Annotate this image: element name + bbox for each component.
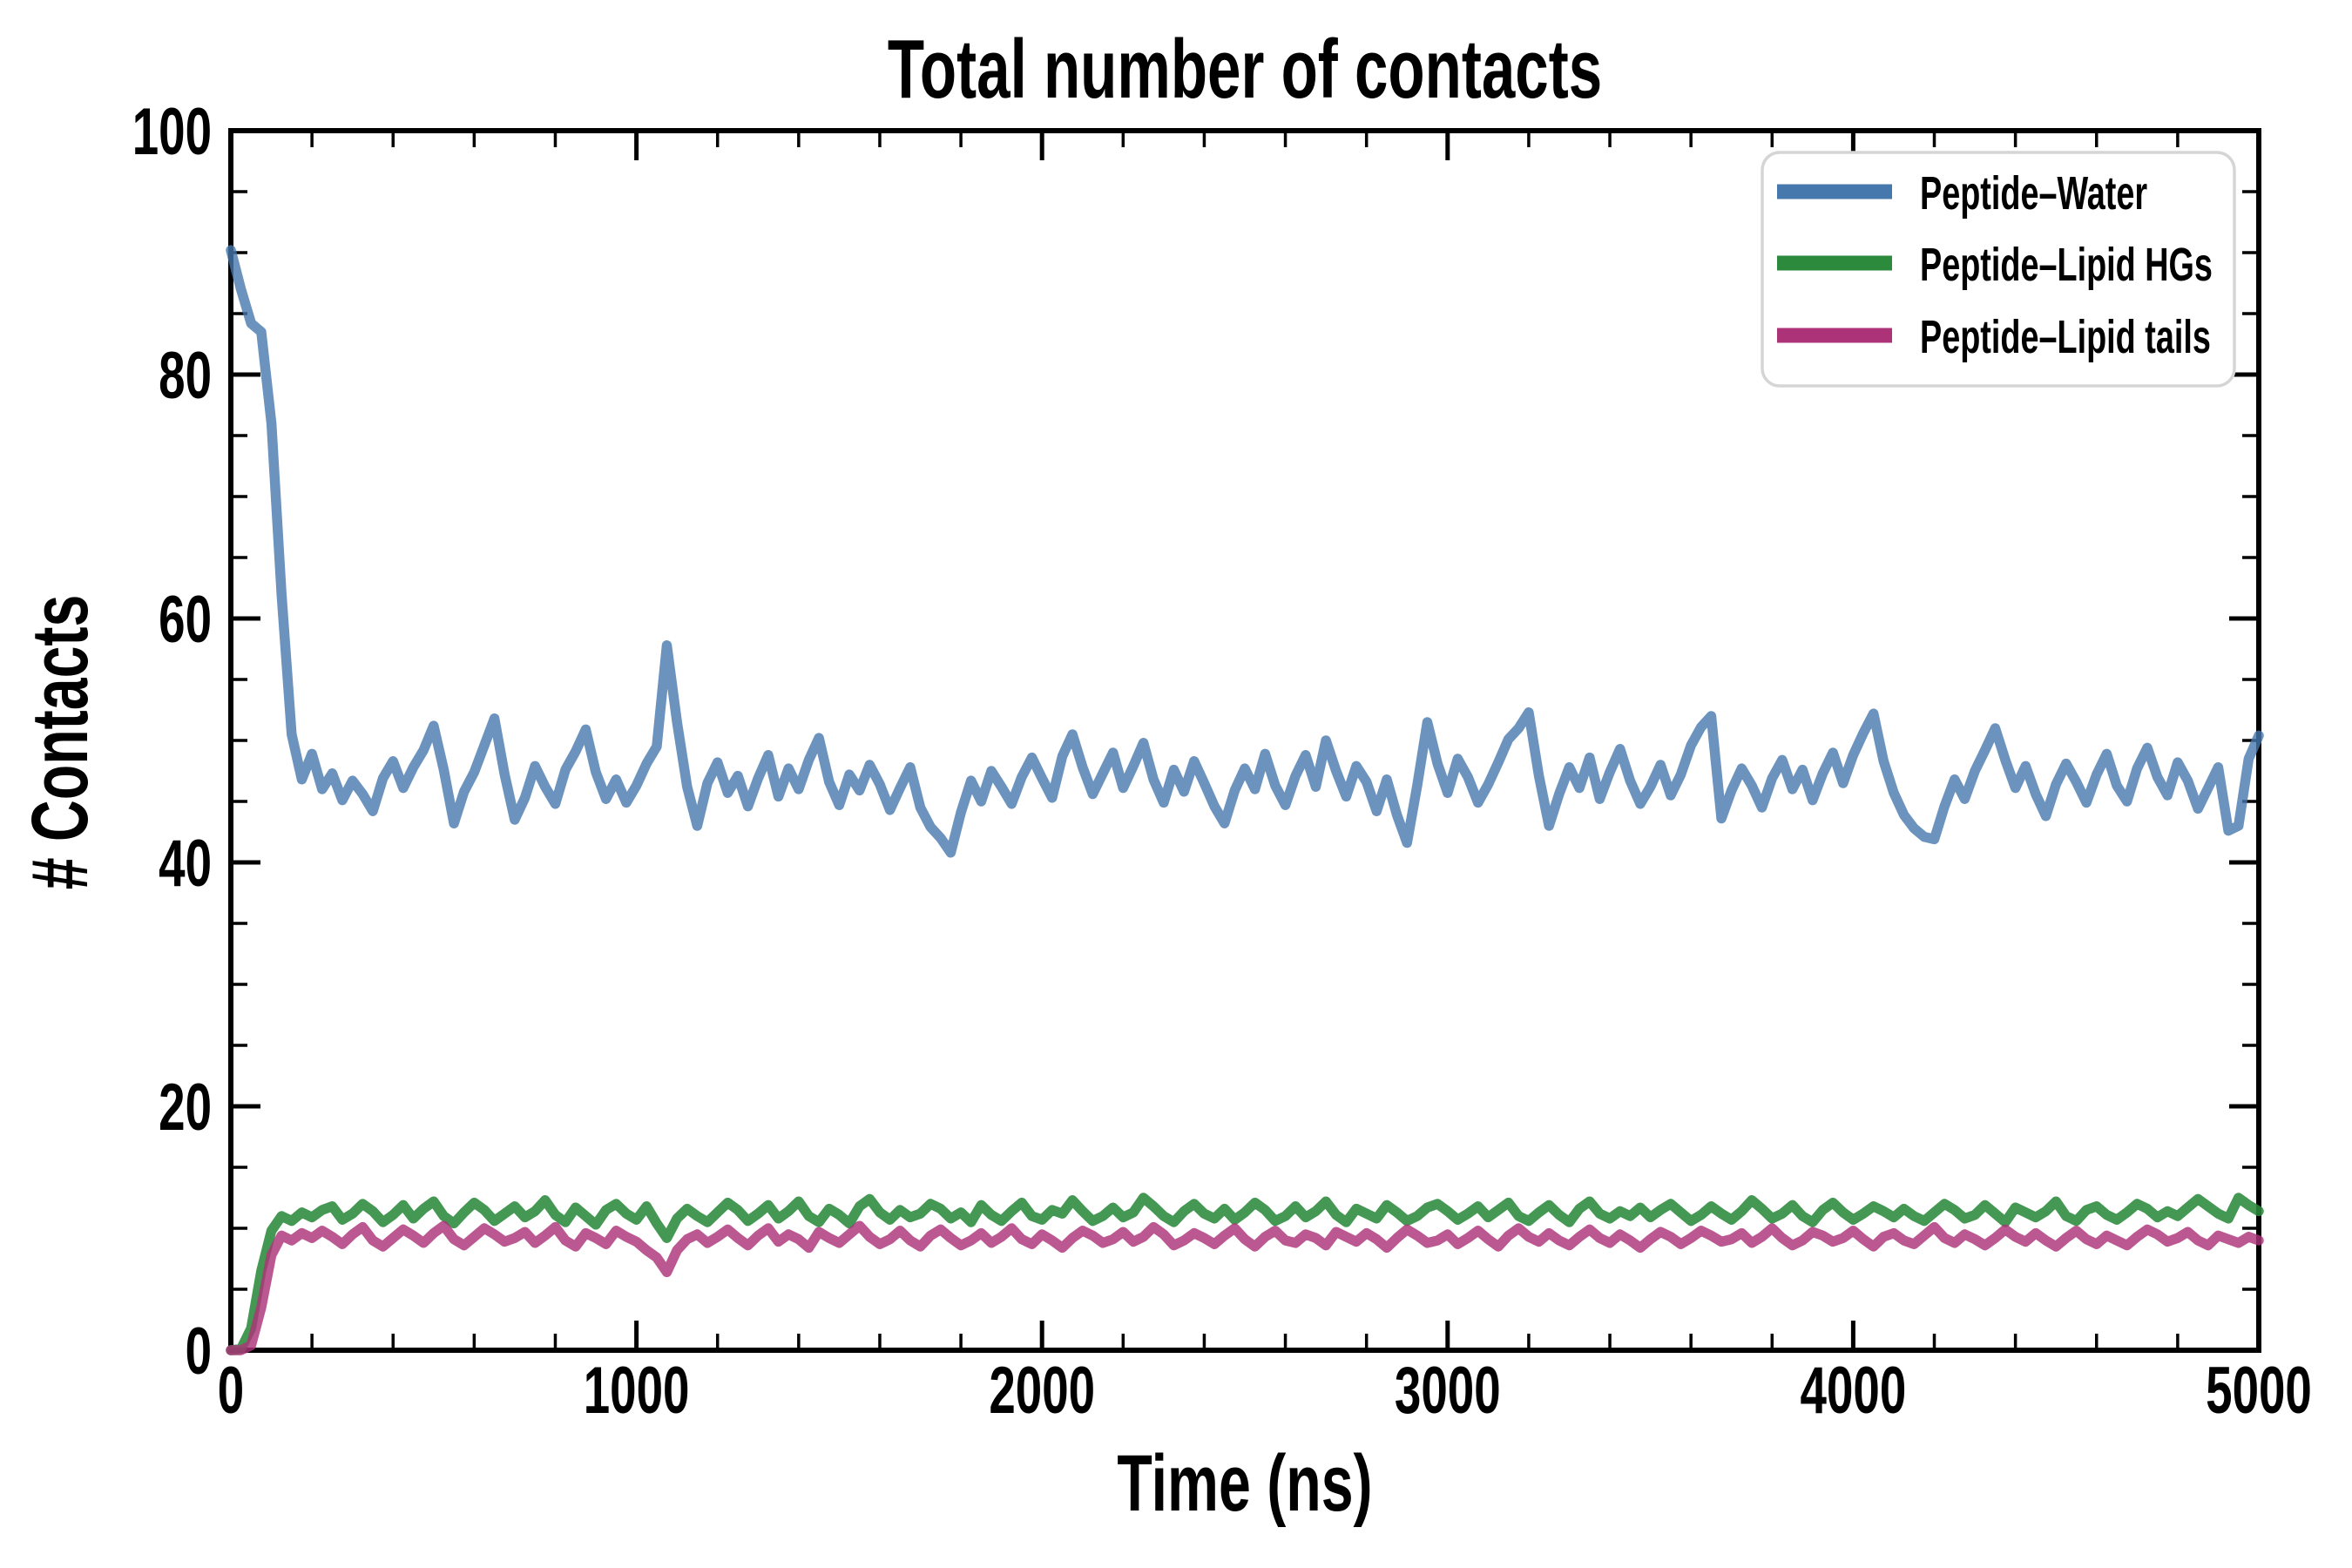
- chart-title: Total number of contacts: [888, 22, 1602, 116]
- legend-label-peptide-lipid-hgs: Peptide–Lipid HGs: [1920, 238, 2213, 290]
- x-tick-label: 0: [218, 1354, 244, 1428]
- x-axis-label: Time (ns): [1117, 1437, 1372, 1527]
- x-tick-label: 5000: [2206, 1354, 2312, 1428]
- y-tick-label: 40: [159, 827, 212, 901]
- series-layer: [226, 245, 2264, 1355]
- y-tick-label: 100: [132, 95, 212, 169]
- legend-label-peptide-lipid-tails: Peptide–Lipid tails: [1920, 310, 2211, 362]
- x-tick-label: 4000: [1801, 1354, 1907, 1428]
- legend-label-peptide-water: Peptide–Water: [1920, 166, 2147, 219]
- x-tick-label: 3000: [1395, 1354, 1501, 1428]
- y-axis-label: # Contacts: [14, 595, 104, 890]
- legend: Peptide–Water Peptide–Lipid HGs Peptide–…: [1761, 151, 2236, 388]
- legend-entry-peptide-lipid-hgs: Peptide–Lipid HGs: [1777, 238, 2213, 291]
- series-line-peptide-water: [226, 245, 2264, 858]
- legend-entry-peptide-lipid-tails: Peptide–Lipid tails: [1777, 310, 2211, 363]
- series-line-peptide-lipid-tails: [226, 1220, 2264, 1355]
- legend-entry-peptide-water: Peptide–Water: [1777, 166, 2147, 220]
- x-tick-label: 1000: [584, 1354, 690, 1428]
- y-tick-label: 0: [186, 1315, 212, 1389]
- axes-layer: 0 1000 2000 3000 4000 5000 0 20 40 60 80 100: [132, 95, 2312, 1428]
- y-tick-label: 60: [159, 583, 212, 657]
- y-tick-label: 20: [159, 1071, 212, 1145]
- y-tick-label: 80: [159, 339, 212, 413]
- x-tick-label: 2000: [989, 1354, 1095, 1428]
- series-line-peptide-lipid-hgs: [226, 1193, 2264, 1355]
- legend-box: [1761, 151, 2236, 388]
